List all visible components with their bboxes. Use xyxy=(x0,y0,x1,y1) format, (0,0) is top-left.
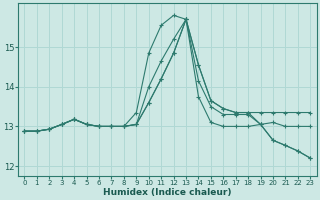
X-axis label: Humidex (Indice chaleur): Humidex (Indice chaleur) xyxy=(103,188,232,197)
